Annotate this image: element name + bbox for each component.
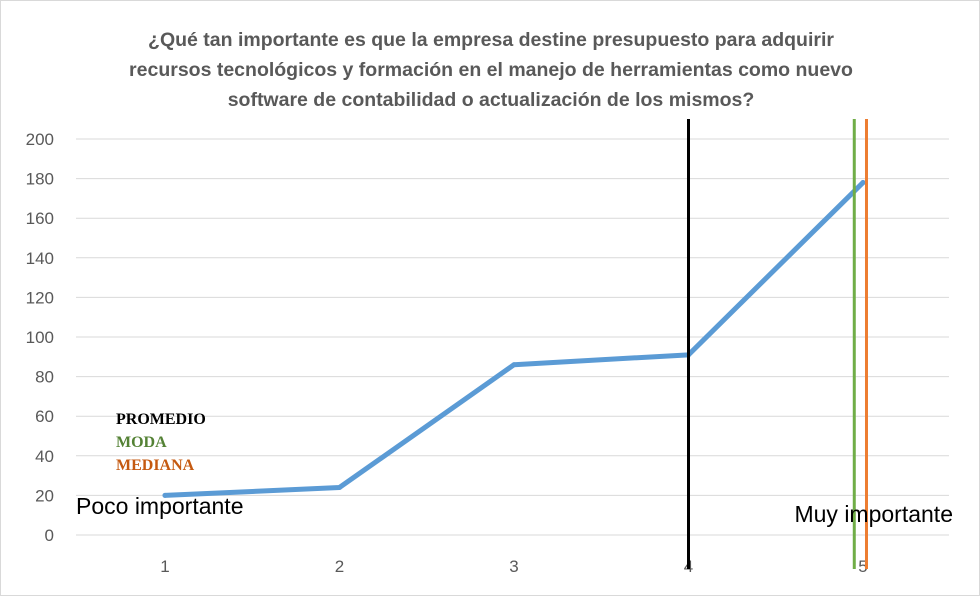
y-tick-label: 180 [26, 170, 54, 189]
y-tick-label: 0 [45, 526, 54, 545]
annotation-high-label: Muy importante [794, 501, 953, 527]
y-tick-label: 160 [26, 209, 54, 228]
y-tick-label: 100 [26, 328, 54, 347]
y-tick-label: 80 [35, 368, 54, 387]
legend-entry: PROMEDIO [116, 411, 206, 428]
data-point [337, 484, 342, 490]
chart-title: ¿Qué tan importante es que la empresa de… [91, 25, 891, 115]
annotation-low-label: Poco importante [76, 493, 243, 519]
data-point [860, 180, 866, 186]
y-tick-label: 40 [35, 447, 54, 466]
x-tick-label: 1 [160, 557, 169, 576]
x-tick-label: 2 [335, 557, 344, 576]
y-tick-label: 200 [26, 130, 54, 149]
y-tick-label: 140 [26, 249, 54, 268]
legend-entry: MODA [116, 434, 167, 451]
x-tick-label: 3 [509, 557, 518, 576]
chart-title-line: ¿Qué tan importante es que la empresa de… [148, 29, 834, 51]
y-tick-label: 120 [26, 288, 54, 307]
legend-entry: MEDIANA [116, 457, 195, 474]
x-tick-label: 5 [858, 557, 867, 576]
chart-title-line: recursos tecnológicos y formación en el … [129, 59, 853, 81]
series-line [162, 180, 866, 498]
data-point [511, 362, 517, 368]
chart-title-line: software de contabilidad o actualización… [227, 89, 755, 111]
y-tick-label: 60 [35, 407, 54, 426]
y-tick-label: 20 [35, 486, 54, 505]
data-point [162, 492, 168, 498]
